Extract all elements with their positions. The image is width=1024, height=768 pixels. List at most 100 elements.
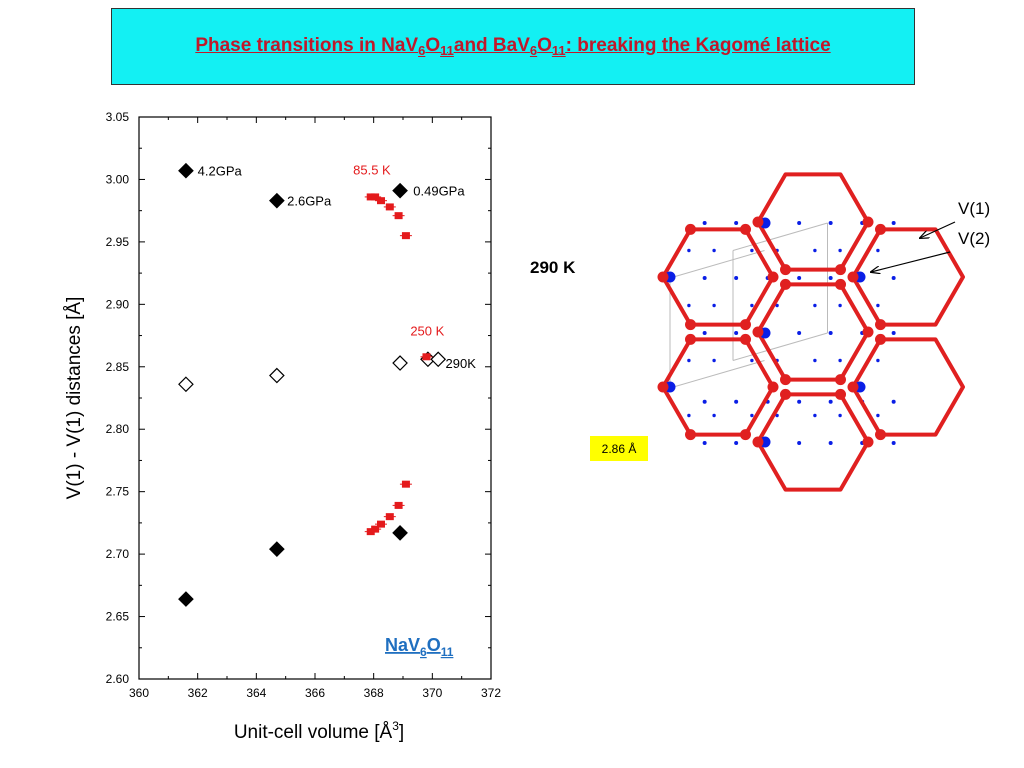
v2-small-atom [734,399,739,404]
v2-small-atom [813,303,817,308]
v1-atom [780,278,791,290]
v1-atom [875,319,886,331]
v1-atom [780,374,791,386]
v2-small-atom [750,358,754,363]
x-tick-label: 360 [129,686,149,700]
v2-small-atom [687,358,691,363]
title-segment: 6 [418,43,426,58]
temperature-label: 290 K [530,258,576,277]
v1-atom [780,388,791,400]
data-point-diamond-filled [269,541,285,557]
kagome-bond-hexagon [756,392,870,492]
kagome-bond-hexagon [851,337,965,437]
v2-small-atom [702,399,707,404]
v2-small-atom [734,276,739,280]
v2-small-atom [813,413,817,418]
x-tick-label: 362 [188,686,208,700]
v1-atom [847,381,859,393]
v2-small-atom [891,221,896,225]
point-annotation: 0.49GPa [413,184,465,199]
data-point-diamond-filled [178,162,194,179]
x-axis-label: Unit-cell volume [Å3] [234,719,404,743]
v1-atom [835,264,846,276]
x-axis-label-tail: ] [399,722,404,743]
v1-atom [740,333,751,345]
v2-small-atom [702,221,707,225]
v2-small-atom [687,413,691,418]
v1-atom [862,326,874,338]
data-point-diamond-filled [392,182,408,199]
unit-cell-line [732,332,828,361]
point-annotation: 4.2GPa [198,164,243,179]
v1-atom [752,436,764,448]
v2-small-atom [687,248,691,253]
v2-small-atom [775,413,779,418]
v1-label: V(1) [958,199,991,218]
data-point-diamond-open [269,367,285,384]
compound-label-part: 6 [420,645,427,659]
v1-atom [835,388,846,400]
v2-small-atom [750,303,754,308]
kagome-bond-hexagon [756,172,870,272]
v2-small-atom [813,248,817,253]
unit-cell-line [669,360,765,389]
title-segment: O [425,35,441,56]
v2-small-atom [838,248,842,253]
y-tick-label: 2.90 [106,297,130,311]
v2-small-atom [828,399,833,404]
v1-atom [847,271,859,283]
v1-atom [740,223,751,235]
point-annotation: 290K [446,356,477,371]
v2-small-atom [734,221,739,225]
x-tick-label: 364 [246,686,266,700]
data-point-diamond-open [392,355,408,371]
v2-small-atom [797,276,802,280]
v1-atom [740,429,751,441]
y-tick-label: 2.80 [106,422,130,436]
y-tick-label: 3.05 [106,110,130,124]
v1-arrow [920,221,956,238]
v2-small-atom [838,303,842,308]
v2-small-atom [712,303,716,308]
v2-small-atom [734,441,739,445]
compound-label-part: O [427,635,441,655]
v1-atom [835,278,846,290]
data-point-diamond-open [178,376,194,393]
v2-small-atom [750,248,754,253]
point-annotation: 2.6GPa [287,194,332,209]
data-point-diamond-filled [269,192,285,209]
v2-small-atom [838,413,842,418]
v2-small-atom [750,413,754,418]
v1-atom [657,271,669,283]
x-tick-label: 366 [305,686,325,700]
v2-small-atom [687,303,691,308]
compound-label: NaV6O11 [385,635,454,659]
title-segment: 6 [529,43,538,58]
v1-atom [875,429,886,441]
v2-small-atom [797,331,802,335]
x-tick-label: 372 [481,686,501,700]
v2-small-atom [876,248,880,253]
chart-marks: 4.2GPa 2.6GPa 0.49GPa 85.5 K 250 K 290K [178,162,477,607]
slide-title: Phase transitions in NaV6O11and BaV6O11:… [195,35,830,58]
unit-cell-line [669,250,765,279]
v2-small-atom [797,399,802,404]
v2-small-atom [876,303,880,308]
x-tick-label: 368 [364,686,384,700]
compound-label-part: NaV [385,635,420,655]
v2-arrow [871,251,951,272]
v1-atom [875,333,886,345]
chart-axes: 360 362 364 366 368 370 372 2.60 2.65 2.70 2.75 2.8… [64,110,501,743]
y-tick-label: 2.65 [106,610,130,624]
y-tick-label: 2.75 [106,485,130,499]
v1-atom [752,216,764,228]
v2-small-atom [891,441,896,445]
v2-small-atom [828,441,833,445]
x-axis-label-text: Unit-cell volume [Å [234,722,393,743]
v1-atom [685,223,696,235]
y-tick-label: 2.60 [106,672,130,686]
v1-atom [685,319,696,331]
y-tick-label: 2.85 [106,360,130,374]
v1-atom [685,429,696,441]
